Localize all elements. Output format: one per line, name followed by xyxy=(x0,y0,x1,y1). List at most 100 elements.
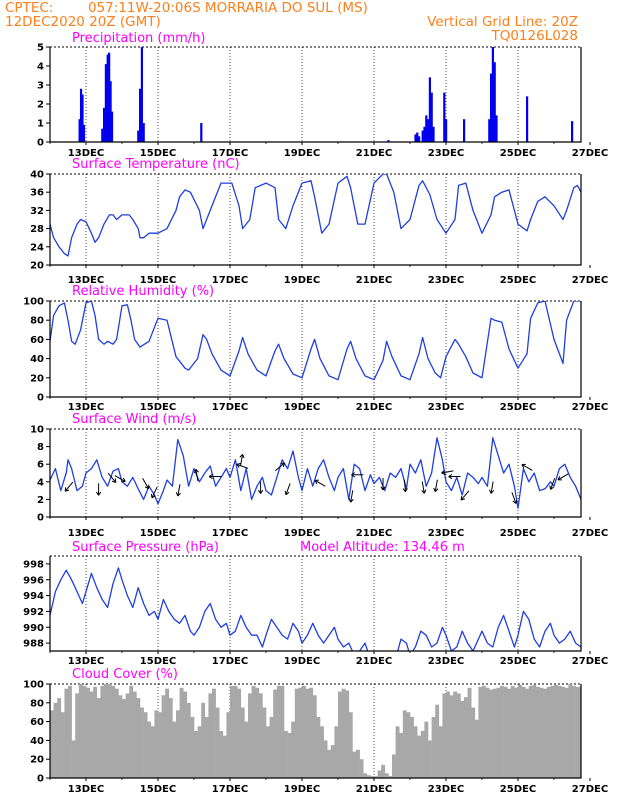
cloud-cover-column xyxy=(377,770,382,778)
cloud-cover-column xyxy=(204,716,209,778)
cloud-cover-column xyxy=(514,687,519,778)
cloud-cover-column xyxy=(352,751,357,778)
precip-y-tick-label: 0 xyxy=(37,138,44,149)
cloud-cover-column xyxy=(294,688,299,778)
pressure-x-tick-label: 23DEC xyxy=(428,656,464,667)
temp-line xyxy=(50,174,581,257)
precip-y-tick-label: 1 xyxy=(37,119,44,130)
precip-bar xyxy=(110,111,114,142)
pressure-y-tick-label: 998 xyxy=(23,559,44,570)
pressure-frame xyxy=(49,556,582,652)
precip-x-tick-label: 17DEC xyxy=(212,148,248,159)
pressure-y-tick-label: 992 xyxy=(23,607,44,618)
cloud-cover-column xyxy=(118,695,123,778)
cloud-cover-column xyxy=(222,735,227,778)
cloud-cover-column xyxy=(233,685,238,778)
cloud-x-tick-label: 17DEC xyxy=(212,784,248,795)
cloud-cover-column xyxy=(194,731,198,778)
pressure-x-tick-label: 15DEC xyxy=(140,656,176,667)
cloud-cover-column xyxy=(471,707,476,778)
wind-arrow xyxy=(274,462,285,472)
precip-bar xyxy=(103,107,106,142)
cloud-cover-column xyxy=(96,698,101,778)
temp-y-tick-label: 32 xyxy=(30,206,44,217)
cloud-cover-column xyxy=(356,749,360,778)
wind-arrow xyxy=(557,473,569,481)
pressure-x-tick-label: 27DEC xyxy=(572,656,608,667)
cloud-cover-column xyxy=(89,691,94,778)
precip-bar xyxy=(387,140,390,142)
cloud-cover-column xyxy=(298,687,303,778)
source-label: CPTEC: xyxy=(5,0,53,16)
cloud-cover-column xyxy=(111,685,116,778)
wind-frame xyxy=(49,429,582,518)
precip-bar xyxy=(137,130,140,142)
cloud-cover-plot: 100 80 60 40 20 0 13DEC 15DEC 17DEC 19DEC 21DEC 23D… xyxy=(23,680,608,796)
cloud-cover-column xyxy=(557,685,562,778)
cloud-cover-column xyxy=(75,693,80,778)
temp-x-tick-label: 15DEC xyxy=(140,275,176,286)
cloud-cover-column xyxy=(309,687,314,778)
cloud-cover-column xyxy=(230,685,234,778)
precip-bar xyxy=(78,119,81,142)
cloud-cover-column xyxy=(305,688,310,778)
humidity-x-tick-label: 15DEC xyxy=(140,402,176,413)
cloud-cover-column xyxy=(219,731,224,778)
pressure-x-tick-label: 25DEC xyxy=(500,656,536,667)
temp-y-tick-label: 24 xyxy=(30,242,44,253)
precip-bar xyxy=(106,54,109,142)
precip-x-tick-label: 25DEC xyxy=(500,148,536,159)
wind-x-tick-label: 19DEC xyxy=(284,528,320,539)
cloud-cover-column xyxy=(363,773,368,778)
cloud-cover-column xyxy=(420,731,425,778)
wind-x-tick-label: 27DEC xyxy=(572,528,608,539)
precip-bar xyxy=(443,92,446,142)
temp-x-tick-label: 17DEC xyxy=(212,275,248,286)
wind-arrow xyxy=(351,472,364,478)
precip-bar xyxy=(414,134,417,142)
pressure-y-tick-label: 994 xyxy=(23,591,44,602)
cloud-cover-column xyxy=(183,691,188,778)
humidity-line xyxy=(50,301,581,381)
cloud-cover-column xyxy=(431,716,436,778)
cloud-y-tick-label: 100 xyxy=(23,680,44,691)
cloud-cover-column xyxy=(100,685,105,778)
temp-frame xyxy=(49,174,582,266)
wind-arrow xyxy=(314,479,326,487)
cloud-cover-column xyxy=(410,716,414,778)
cloud-cover-column xyxy=(50,710,54,778)
cloud-cover-column xyxy=(507,688,512,778)
location-label: 057:11W-20:06S MORRARIA DO SUL (MS) xyxy=(88,0,368,16)
cloud-cover-column xyxy=(280,685,285,778)
cloud-cover-column xyxy=(374,776,378,778)
cloud-cover-column xyxy=(478,686,483,778)
wind-arrow xyxy=(448,473,461,480)
temp-y-tick-label: 36 xyxy=(30,188,44,199)
wind-plot: 10 8 6 4 2 0 13DEC 15DEC 17DEC 19DEC 21DEC 23DEC 25D… xyxy=(30,425,608,540)
temp-x-tick-label: 21DEC xyxy=(356,275,392,286)
precip-y-tick-label: 4 xyxy=(37,62,44,73)
cloud-cover-column xyxy=(255,687,260,778)
wind-arrow xyxy=(511,492,518,504)
cloud-cover-column xyxy=(114,688,119,778)
cloud-x-tick-label: 27DEC xyxy=(572,784,608,795)
temp-x-tick-label: 27DEC xyxy=(572,275,608,286)
cloud-cover-column xyxy=(316,716,321,778)
pressure-x-tick-label: 21DEC xyxy=(356,656,392,667)
wind-arrow xyxy=(441,469,454,475)
cloud-cover-column xyxy=(262,707,267,778)
humidity-y-tick-label: 0 xyxy=(37,393,44,404)
cloud-cover-column xyxy=(345,690,350,778)
temperature-title: Surface Temperature (nC) xyxy=(72,157,240,172)
cloud-cover-column xyxy=(330,745,335,778)
cloud-cover-column xyxy=(150,726,155,778)
cloud-cover-column xyxy=(64,688,69,778)
cloud-cover-column xyxy=(399,732,404,778)
cloud-cover-column xyxy=(572,685,576,778)
precip-bar xyxy=(421,130,424,142)
precip-x-tick-label: 21DEC xyxy=(356,148,392,159)
humidity-x-tick-label: 17DEC xyxy=(212,402,248,413)
wind-y-tick-label: 4 xyxy=(37,477,44,488)
wind-arrow xyxy=(489,481,495,494)
